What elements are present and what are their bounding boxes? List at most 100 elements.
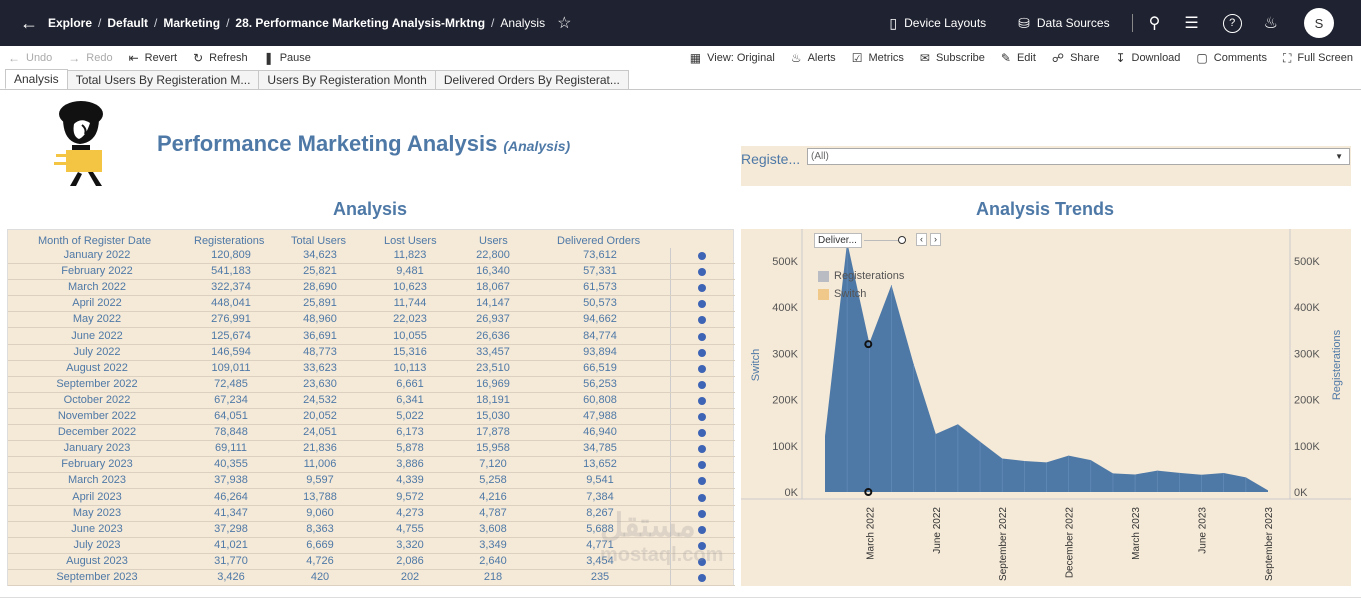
table-row[interactable]: August 2023 31,770 4,726 2,086 2,640 3,454 [8,554,735,570]
table-cell: 93,894 [583,345,617,358]
subscribe-button[interactable]: ✉ Subscribe [912,51,993,65]
undo-button[interactable]: ← Undo [0,51,60,65]
table-cell: 72,485 [214,377,248,390]
sheet-tabs: Analysis Total Users By Registeration M.… [0,69,1361,90]
pause-button[interactable]: ❚ Pause [256,51,319,65]
row-marker-dot[interactable] [698,493,706,502]
tab-delivered-orders[interactable]: Delivered Orders By Registerat... [434,70,629,89]
header-total-users[interactable]: Total Users [291,235,347,247]
row-marker-dot[interactable] [698,477,706,486]
avatar[interactable]: S [1304,8,1334,38]
table-row[interactable]: April 2023 46,264 13,788 9,572 4,216 7,384 [8,490,735,506]
table-row[interactable]: January 2022 120,809 34,623 11,823 22,800 73,… [8,248,735,264]
view-original-button[interactable]: ▦ View: Original [682,51,783,65]
table-row[interactable]: May 2022 276,991 48,960 22,023 26,937 94,662 [8,312,735,329]
table-row[interactable]: May 2023 41,347 9,060 4,273 4,787 8,267 [8,506,735,522]
edit-button[interactable]: ✎ Edit [993,51,1044,65]
row-marker-dot[interactable] [698,300,706,309]
row-marker-dot[interactable] [698,429,706,438]
row-marker-dot[interactable] [698,461,706,470]
tab-users-by-month[interactable]: Users By Registeration Month [258,70,436,89]
table-cell: 69,111 [214,442,248,455]
header-users[interactable]: Users [479,235,508,247]
row-marker-dot[interactable] [698,574,706,582]
row-marker-dot[interactable] [698,316,706,325]
row-marker-dot[interactable] [698,396,706,405]
header-month[interactable]: Month of Register Date [38,235,152,247]
table-row[interactable]: March 2022 322,374 28,690 10,623 18,067 61,57… [8,280,735,297]
table-row[interactable]: November 2022 64,051 20,052 5,022 15,030 47,9… [8,409,735,425]
row-marker-dot[interactable] [698,284,706,293]
share-button[interactable]: ☍ Share [1044,51,1108,65]
legend-label: Switch [834,288,867,300]
breadcrumb-item-default[interactable]: Default [107,16,149,30]
breadcrumb-item-marketing[interactable]: Marketing [163,16,221,30]
redo-button[interactable]: → Redo [60,51,120,65]
refresh-button[interactable]: ↻ Refresh [185,51,256,65]
row-marker-dot[interactable] [698,332,706,341]
header-registerations[interactable]: Registerations [194,235,265,247]
back-arrow-icon[interactable]: ← [20,12,38,33]
row-marker-dot[interactable] [698,509,706,518]
legend-item-registerations[interactable]: Registerations [818,270,904,282]
row-marker-dot[interactable] [698,268,706,277]
header-delivered-orders[interactable]: Delivered Orders [557,235,641,247]
row-marker-dot[interactable] [698,525,706,534]
comments-button[interactable]: ▢ Comments [1188,51,1275,65]
alerts-button[interactable]: ♨ Alerts [783,51,844,65]
search-icon[interactable]: ⚲ [1148,15,1161,32]
tab-analysis[interactable]: Analysis [5,69,68,89]
row-marker-dot[interactable] [698,445,706,454]
row-marker-dot[interactable] [698,541,706,550]
row-marker-dot[interactable] [698,252,706,260]
table-row[interactable]: July 2023 41,021 6,669 3,320 3,349 4,771 [8,538,735,554]
download-button[interactable]: ↧ Download [1107,51,1188,65]
table-row[interactable]: September 2023 3,426 420 202 218 235 [8,570,735,586]
row-marker-dot[interactable] [698,364,706,373]
table-row[interactable]: September 2022 72,485 23,630 6,661 16,969 56,… [8,377,735,393]
data-sources-button[interactable]: ⛁ Data Sources [1018,15,1109,32]
prev-arrow-icon[interactable]: ‹ [916,233,927,246]
notes-icon[interactable]: ☰ [1184,15,1199,32]
revert-button[interactable]: ⇤ Revert [121,51,185,65]
database-icon: ⛁ [1018,14,1030,31]
device-layouts-button[interactable]: ▯ Device Layouts [889,15,986,32]
switch-marker [864,488,873,496]
row-marker-dot[interactable] [698,380,706,389]
table-row[interactable]: March 2023 37,938 9,597 4,339 5,258 9,541 [8,473,735,490]
table-divider [670,248,671,586]
table-row[interactable]: April 2022 448,041 25,891 11,744 14,147 50,57… [8,296,735,313]
registration-filter-dropdown[interactable]: (All) ▼ [807,148,1350,165]
row-marker-dot[interactable] [698,413,706,421]
tab-total-users[interactable]: Total Users By Registeration M... [66,70,260,89]
table-row[interactable]: June 2023 37,298 8,363 4,755 3,608 5,688 [8,522,735,538]
table-row[interactable]: February 2023 40,355 11,006 3,886 7,120 13,65… [8,457,735,474]
header-lost-users[interactable]: Lost Users [384,235,437,247]
metrics-button[interactable]: ☑ Metrics [844,51,912,65]
table-row[interactable]: July 2022 146,594 48,773 15,316 33,457 93,894 [8,345,735,361]
measure-slider-track[interactable] [864,240,902,241]
next-arrow-icon[interactable]: › [930,233,941,246]
table-row[interactable]: August 2022 109,011 33,623 10,113 23,510 66,5… [8,361,735,377]
measure-slider-knob[interactable] [898,236,906,244]
table-row[interactable]: February 2022 541,183 25,821 9,481 16,340 57,… [8,264,735,281]
breadcrumb-item-workbook[interactable]: 28. Performance Marketing Analysis-Mrktn… [235,16,486,30]
measure-selector[interactable]: Deliver... [814,233,862,248]
table-cell: 9,597 [306,474,334,487]
table-row[interactable]: December 2022 78,848 24,051 6,173 17,878 46,9… [8,425,735,442]
breadcrumb-item-explore[interactable]: Explore [48,16,93,30]
help-icon[interactable]: ? [1222,13,1242,33]
row-marker-dot[interactable] [698,348,706,357]
table-row[interactable]: October 2022 67,234 24,532 6,341 18,191 60,80… [8,393,735,409]
table-row[interactable]: January 2023 69,111 21,836 5,878 15,958 34,78… [8,441,735,458]
dashboard-subtitle: (Analysis) [503,138,571,154]
full-screen-button[interactable]: ⛶ Full Screen [1275,51,1361,66]
table-row[interactable]: June 2022 125,674 36,691 10,055 26,636 84,774 [8,329,735,345]
legend-item-switch[interactable]: Switch [818,288,866,300]
table-cell: March 2023 [67,474,127,487]
table-cell: 40,355 [214,458,248,471]
favorite-star-icon[interactable]: ☆ [557,15,572,32]
row-marker-dot[interactable] [698,557,706,566]
table-cell: 46,940 [583,426,617,439]
bell-icon[interactable]: ♨ [1263,15,1278,32]
